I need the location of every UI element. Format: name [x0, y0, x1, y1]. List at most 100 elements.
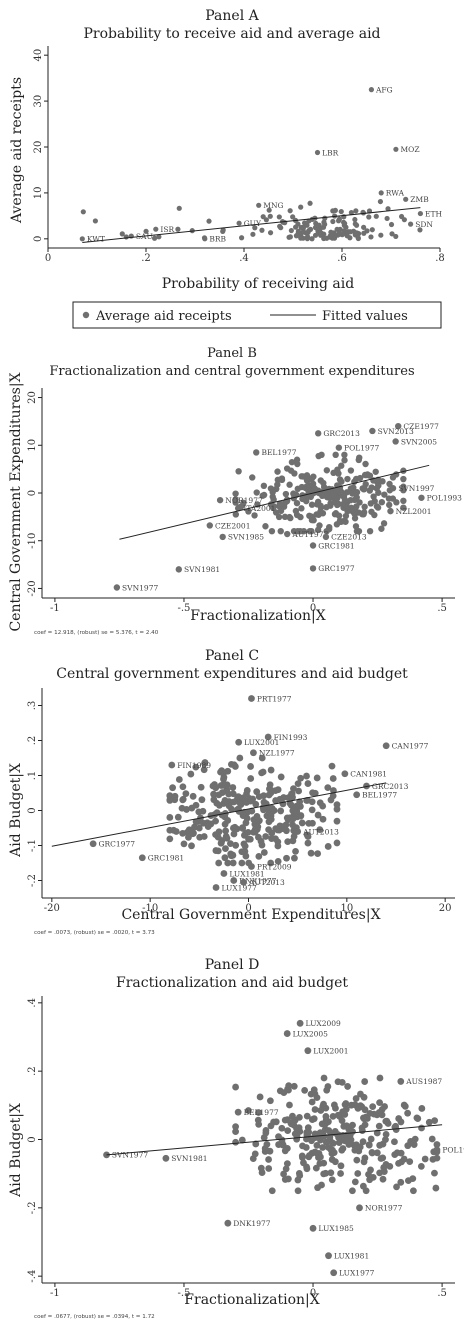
labeled-point: [248, 863, 255, 870]
scatter-point: [282, 1165, 290, 1173]
scatter-point: [349, 1128, 356, 1135]
scatter-point: [400, 504, 407, 511]
scatter-point: [404, 1109, 412, 1117]
point-label: DNK1977: [239, 876, 276, 885]
scatter-point: [255, 793, 263, 801]
panel-b-regression-note: coef = 12.918, (robust) se = 5.376, t = …: [34, 630, 159, 636]
scatter-point: [368, 508, 375, 515]
scatter-point: [259, 768, 267, 776]
scatter-point: [290, 490, 297, 497]
y-tick-label: 10: [27, 439, 38, 452]
scatter-point: [326, 523, 333, 531]
scatter-point: [380, 1168, 388, 1175]
labeled-point: [220, 870, 228, 877]
scatter-point: [232, 1123, 239, 1131]
scatter-point: [335, 500, 342, 508]
scatter-point: [331, 493, 338, 500]
scatter-point: [391, 1138, 398, 1146]
point-label: RWA: [386, 189, 405, 198]
labeled-point: [235, 738, 243, 746]
scatter-point: [400, 497, 407, 505]
scatter-point: [310, 1086, 318, 1094]
scatter-point: [267, 213, 273, 219]
scatter-point: [119, 231, 125, 237]
scatter-point: [269, 489, 276, 496]
scatter-point: [92, 218, 98, 224]
scatter-point: [255, 833, 262, 841]
scatter-point: [351, 1101, 359, 1109]
point-label: GRC2013: [372, 782, 409, 791]
scatter-point: [215, 828, 223, 836]
scatter-point: [375, 1109, 383, 1116]
scatter-point: [217, 768, 224, 776]
scatter-point: [327, 1169, 335, 1177]
labeled-point: [230, 877, 238, 884]
scatter-point: [250, 231, 256, 237]
point-label: ETH: [425, 209, 442, 218]
scatter-point: [367, 1166, 374, 1174]
scatter-point: [282, 821, 290, 829]
x-tick-label: .8: [435, 253, 445, 264]
scatter-point: [410, 1187, 417, 1195]
scatter-point: [275, 513, 283, 521]
labeled-point: [168, 761, 176, 769]
scatter-point: [289, 1112, 296, 1120]
scatter-point: [414, 1115, 422, 1122]
scatter-point: [303, 477, 311, 484]
scatter-point: [344, 475, 351, 483]
x-tick-label: -.5: [178, 603, 191, 614]
scatter-point: [229, 851, 237, 859]
scatter-point: [296, 1113, 303, 1121]
scatter-point: [274, 838, 282, 846]
labeled-point: [283, 1030, 291, 1037]
scatter-point: [175, 776, 183, 783]
panel-a-title: Probability to receive aid and average a…: [83, 26, 380, 42]
scatter-point: [210, 790, 218, 798]
scatter-point: [274, 468, 281, 475]
point-label: SVN2013: [378, 427, 414, 436]
scatter-point: [355, 235, 361, 241]
scatter-point: [277, 527, 284, 535]
scatter-point: [378, 498, 386, 506]
scatter-point: [284, 838, 292, 846]
scatter-point: [431, 1169, 438, 1177]
scatter-point: [324, 784, 332, 792]
scatter-point: [307, 200, 313, 206]
labeled-point: [322, 533, 330, 541]
scatter-point: [323, 467, 331, 474]
scatter-point: [344, 507, 351, 515]
scatter-point: [381, 491, 388, 498]
labeled-point: [369, 427, 376, 435]
scatter-point: [315, 1154, 322, 1161]
scatter-point: [318, 1181, 325, 1189]
scatter-point: [347, 496, 354, 504]
point-label: AUT2013: [302, 827, 339, 836]
scatter-point: [405, 1177, 412, 1185]
scatter-point: [283, 1160, 291, 1168]
x-tick-label: 20: [439, 903, 452, 914]
point-label: LUX2001: [244, 738, 279, 747]
scatter-point: [356, 474, 364, 482]
scatter-point: [268, 1187, 276, 1195]
scatter-point: [286, 481, 293, 488]
scatter-point: [366, 214, 372, 220]
scatter-point: [265, 1156, 272, 1163]
scatter-point: [317, 502, 324, 510]
y-tick-label: -.4: [27, 1270, 38, 1283]
scatter-point: [305, 819, 313, 827]
scatter-point: [297, 812, 305, 820]
labeled-point: [397, 1078, 405, 1085]
scatter-point: [312, 224, 319, 231]
scatter-point: [302, 220, 308, 226]
scatter-point: [368, 234, 374, 240]
scatter-point: [232, 496, 239, 503]
scatter-point: [257, 1164, 265, 1172]
scatter-point: [344, 1083, 352, 1090]
labeled-point: [216, 496, 224, 504]
scatter-point: [166, 792, 174, 800]
scatter-point: [314, 850, 322, 857]
scatter-point: [281, 1147, 289, 1155]
scatter-point: [255, 817, 263, 825]
scatter-point: [246, 835, 254, 843]
